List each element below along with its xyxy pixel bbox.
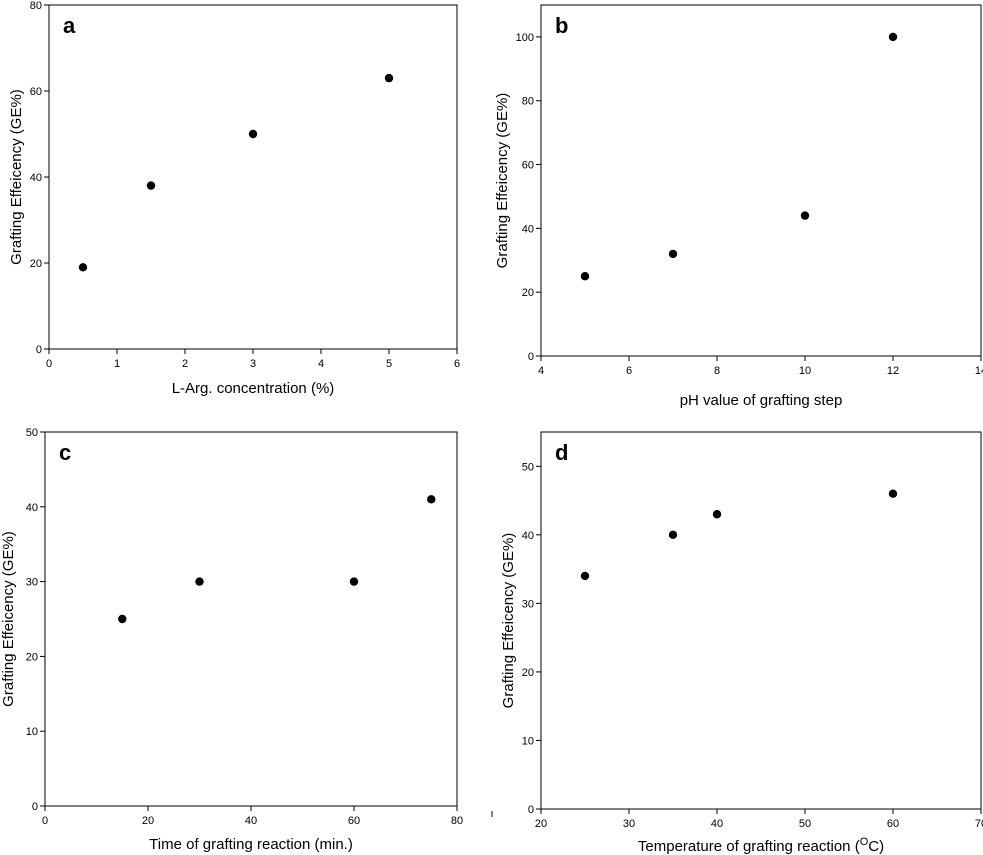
x-tick-label: 6 — [454, 358, 460, 370]
data-point — [888, 32, 898, 42]
y-tick-label: 40 — [522, 530, 534, 542]
panel-label: b — [555, 13, 568, 38]
x-axis-title-superscript: O — [860, 836, 869, 848]
x-tick-label: 4 — [318, 358, 324, 370]
x-tick-label: 3 — [250, 358, 256, 370]
data-point — [349, 577, 359, 586]
y-tick-label: 0 — [528, 804, 534, 816]
x-axis-title: L-Arg. concentration (%) — [172, 380, 335, 397]
y-tick-label: 40 — [26, 502, 38, 514]
x-tick-label: 1 — [114, 358, 120, 370]
plot-frame — [44, 431, 458, 807]
x-tick-label: 20 — [535, 818, 547, 830]
x-tick-label: 70 — [975, 818, 983, 830]
y-tick-label: 0 — [36, 344, 42, 356]
data-point — [668, 530, 678, 540]
panel-label: c — [59, 440, 71, 465]
x-tick-label: 5 — [386, 358, 392, 370]
y-tick-label: 60 — [522, 160, 534, 172]
x-tick-label: 60 — [887, 818, 899, 830]
panel-label: d — [555, 440, 568, 465]
plot-frame — [48, 4, 458, 350]
x-axis-title: pH value of grafting step — [680, 392, 843, 409]
data-point — [146, 181, 156, 190]
y-axis-title: Grafting Effeicency (GE%) — [0, 531, 17, 707]
x-tick-label: 20 — [142, 815, 154, 827]
data-point — [888, 489, 898, 498]
data-point — [195, 577, 204, 586]
x-tick-label: 40 — [245, 815, 257, 827]
x-tick-label: 50 — [799, 818, 811, 830]
y-tick-label: 30 — [26, 577, 38, 589]
x-tick-label: 60 — [348, 815, 360, 827]
y-tick-label: 0 — [528, 351, 534, 363]
x-tick-label: 0 — [42, 815, 48, 827]
x-tick-label: 80 — [451, 815, 463, 827]
y-tick-label: 40 — [30, 172, 42, 184]
x-tick-label: 10 — [799, 365, 811, 377]
x-tick-label: 12 — [887, 365, 899, 377]
y-tick-label: 20 — [26, 651, 38, 663]
chart-panel-d: d 20 30 40 50 60 70 0 10 20 30 40 50 Temperature of g… — [491, 431, 983, 855]
x-tick-label: 0 — [46, 358, 52, 370]
data-point — [580, 571, 590, 581]
y-tick-label: 50 — [522, 461, 534, 473]
data-point — [580, 272, 590, 281]
chart-panel-b: b 4 6 8 10 12 14 0 20 40 60 80 100 pH value of grafti… — [494, 4, 983, 409]
x-tick-label: 40 — [711, 818, 723, 830]
data-point — [384, 73, 394, 83]
y-tick-label: 50 — [26, 427, 38, 439]
y-tick-label: 30 — [522, 598, 534, 610]
data-point — [118, 614, 127, 624]
y-axis-title: Grafting Effeicency (GE%) — [8, 89, 25, 265]
data-point — [427, 495, 436, 504]
y-tick-label: 20 — [522, 287, 534, 299]
y-tick-label: 60 — [30, 86, 42, 98]
data-point — [78, 263, 88, 272]
plot-frame — [540, 4, 982, 357]
x-tick-label: 2 — [182, 358, 188, 370]
data-point — [668, 249, 678, 259]
panel-label: a — [63, 13, 76, 38]
y-tick-label: 100 — [516, 32, 534, 44]
x-tick-label: 30 — [623, 818, 635, 830]
data-point — [800, 211, 810, 220]
data-point — [248, 129, 258, 139]
y-tick-label: 0 — [32, 801, 38, 813]
x-axis-title-suffix: C) — [868, 838, 884, 855]
x-tick-label: 6 — [626, 365, 632, 377]
plot-frame — [540, 431, 982, 810]
x-axis-title: Time of grafting reaction (min.) — [149, 836, 353, 853]
y-axis-title: Grafting Effeicency (GE%) — [494, 93, 511, 269]
y-tick-label: 80 — [30, 0, 42, 12]
x-tick-label: 14 — [975, 365, 983, 377]
y-tick-label: 40 — [522, 223, 534, 235]
x-tick-label: 4 — [538, 365, 544, 377]
y-tick-label: 20 — [522, 667, 534, 679]
chart-panel-c: c 0 20 40 60 80 0 10 20 30 40 50 Time of grafting re… — [0, 427, 463, 853]
data-point — [712, 510, 722, 519]
y-tick-label: 80 — [522, 96, 534, 108]
y-tick-label: 10 — [522, 735, 534, 747]
y-tick-label: 10 — [26, 726, 38, 738]
y-axis-title: Grafting Effeicency (GE%) — [500, 533, 517, 709]
x-tick-label: 8 — [714, 365, 720, 377]
y-tick-label: 20 — [30, 258, 42, 270]
x-axis-title: Temperature of grafting reaction (OC) — [638, 836, 884, 855]
